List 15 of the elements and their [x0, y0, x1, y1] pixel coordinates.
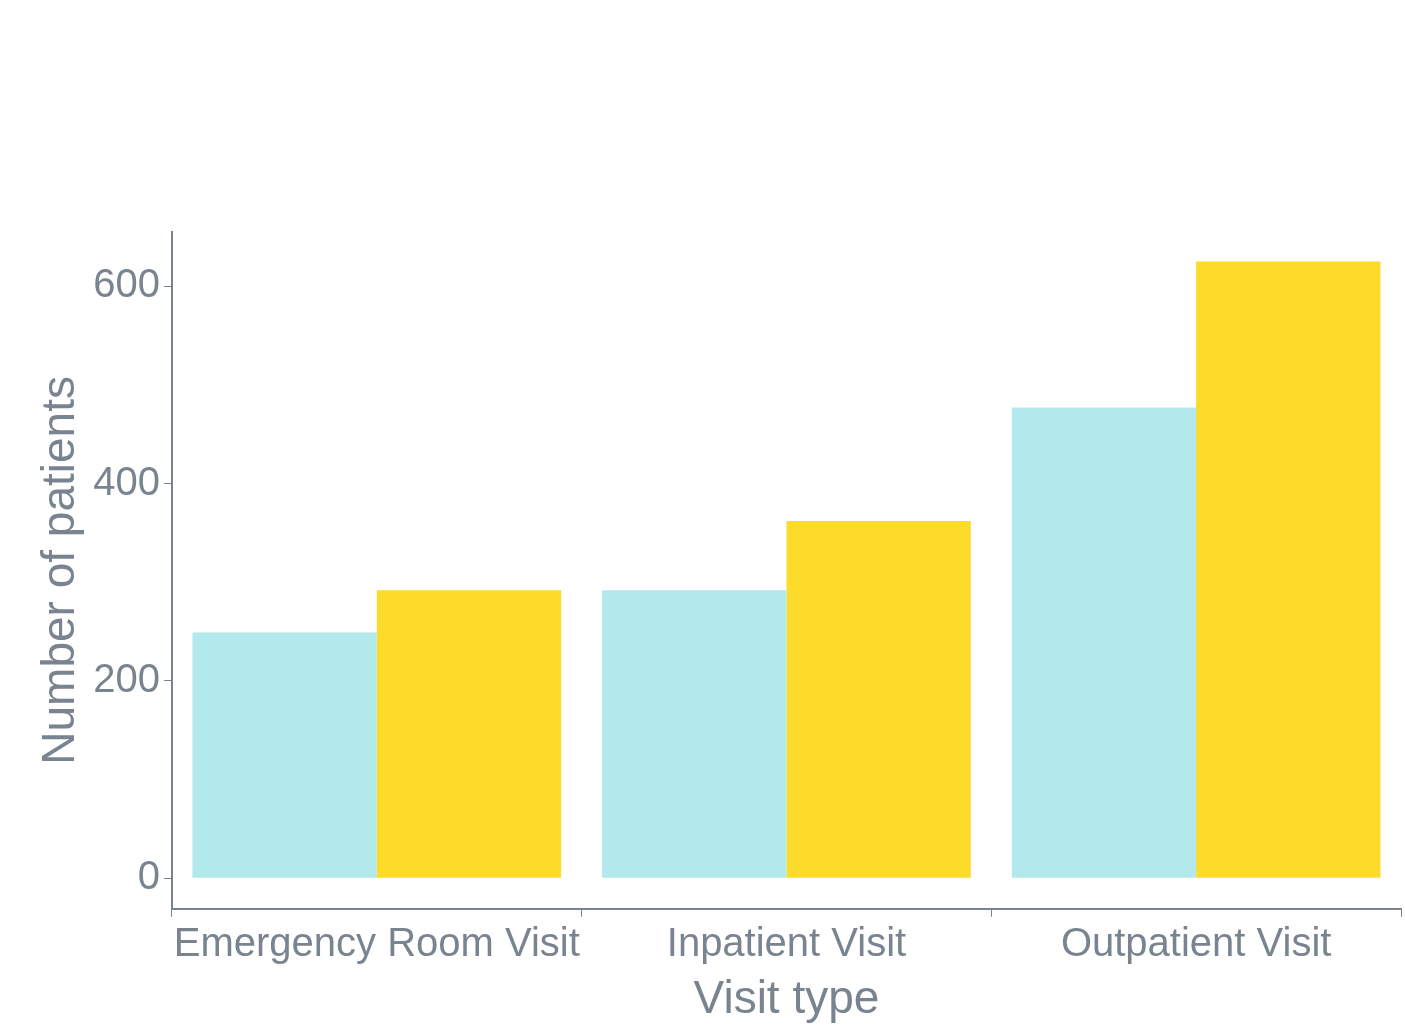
- y-tick-label: 400: [93, 458, 160, 503]
- y-tick-label: 200: [93, 655, 160, 700]
- x-tick-label: Emergency Room Visit: [173, 919, 580, 964]
- bar: [1011, 407, 1197, 878]
- bar: [192, 632, 377, 878]
- x-axis-title: Visit type: [693, 971, 880, 1024]
- bar: [786, 521, 971, 878]
- bar: [376, 590, 562, 878]
- x-tick-label: Outpatient Visit: [1060, 919, 1332, 964]
- bar: [602, 590, 787, 878]
- y-tick-label: 0: [137, 853, 160, 898]
- y-tick-label: 600: [93, 261, 160, 306]
- y-axis-title: Number of patients: [32, 376, 85, 765]
- x-tick-label: Inpatient Visit: [666, 919, 907, 964]
- bar: [1196, 261, 1381, 878]
